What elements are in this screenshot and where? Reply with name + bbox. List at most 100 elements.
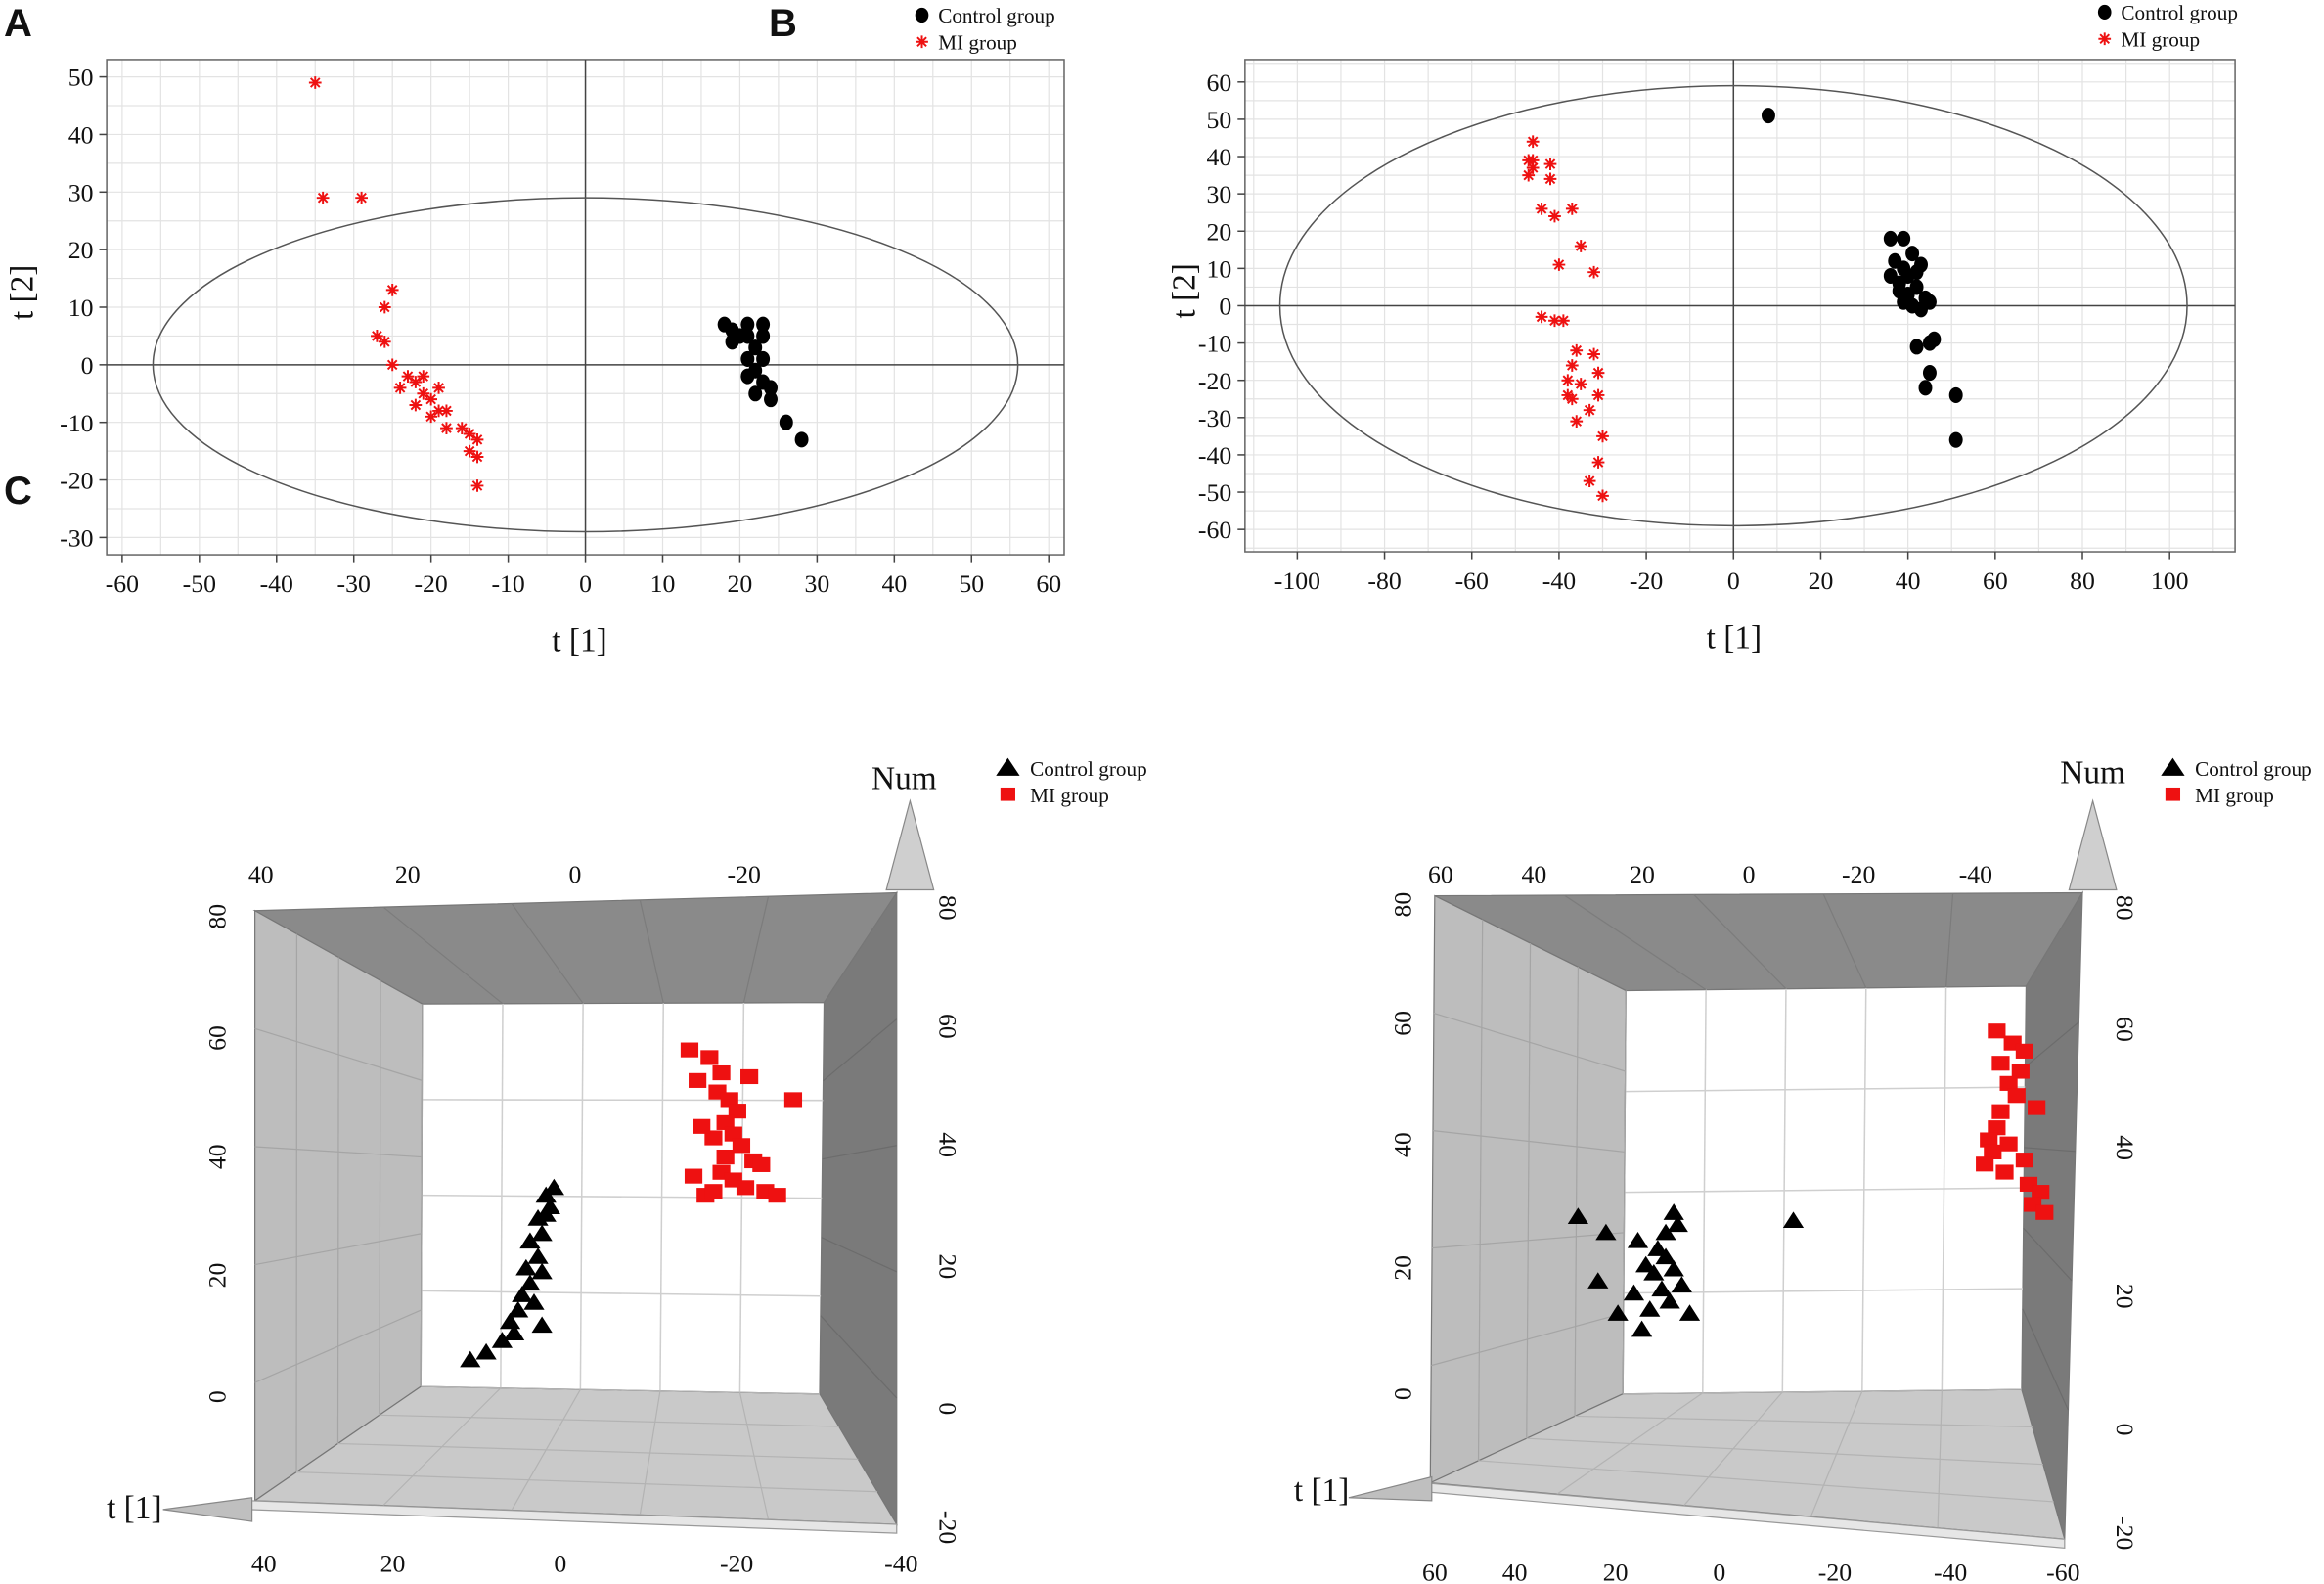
mi-point — [684, 1168, 703, 1184]
control-point — [1635, 1255, 1657, 1273]
control-point — [1905, 246, 1920, 262]
control-point — [756, 328, 771, 344]
mi-point — [700, 1050, 719, 1065]
mi-point — [1535, 203, 1548, 215]
x-tick-label: 30 — [804, 569, 829, 598]
top-face-grid — [1944, 893, 1954, 987]
back-grid-vertical — [738, 1002, 745, 1393]
mi-point — [425, 410, 438, 424]
right-face-grid — [2023, 1227, 2073, 1282]
mi-point — [1543, 158, 1557, 171]
bottom-tick-label: 40 — [251, 1550, 277, 1578]
scatter-3d-plot-d: 60 40 20 0 -20 -40 80 60 40 20 0 80 60 40 20 0 -20 60 40 20… — [1294, 754, 2312, 1584]
mi-point — [378, 335, 391, 348]
mi-point — [768, 1188, 786, 1203]
mi-point — [1565, 359, 1579, 372]
right-tick-label: 80 — [2111, 895, 2139, 921]
mi-point — [1570, 343, 1584, 357]
control-point — [1643, 1263, 1665, 1281]
y-tick-label: -30 — [60, 523, 93, 552]
mi-point — [720, 1092, 738, 1108]
back-grid-horizontal — [422, 1099, 824, 1102]
control-point — [1631, 1320, 1653, 1337]
legend-mi-marker — [2165, 787, 2181, 801]
panel-letter-c: C — [4, 470, 32, 513]
mi-point — [704, 1130, 723, 1146]
panel-letter-a: A — [4, 2, 32, 45]
top-tick-label: -20 — [728, 860, 761, 888]
mi-point — [425, 392, 438, 406]
left-tick-label: 60 — [202, 1025, 231, 1051]
legend-mi-marker — [1000, 787, 1015, 801]
right-tick-label: 20 — [2111, 1284, 2139, 1309]
mi-point — [693, 1118, 711, 1134]
back-grid-vertical — [1941, 986, 1947, 1391]
control-point — [1607, 1304, 1629, 1321]
back-grid-vertical — [659, 1003, 665, 1391]
control-point — [1623, 1284, 1645, 1301]
mi-point — [1526, 135, 1540, 149]
y-tick-label: 60 — [1206, 68, 1231, 97]
mi-point — [1561, 374, 1575, 387]
legend-control-marker — [996, 757, 1020, 776]
mi-point — [689, 1072, 707, 1088]
control-point — [725, 334, 739, 350]
control-point — [460, 1350, 481, 1368]
control-point — [1667, 1215, 1688, 1233]
mi-point — [2028, 1100, 2046, 1115]
control-point — [515, 1258, 537, 1276]
right-tick-label: 80 — [934, 895, 962, 921]
floor-grid — [1526, 1437, 2043, 1466]
control-point — [531, 1316, 553, 1334]
control-point — [779, 414, 793, 430]
mi-point — [440, 422, 453, 434]
back-grid-horizontal — [1624, 1187, 2025, 1194]
right-tick-label: -20 — [934, 1511, 962, 1544]
mi-point — [463, 428, 476, 440]
floor-grid — [379, 1414, 839, 1427]
mi-point — [355, 191, 368, 204]
x-tick-label: 20 — [728, 569, 753, 598]
x-tick-label: 40 — [881, 569, 907, 598]
y-tick-label: 0 — [1219, 293, 1231, 321]
x-tick-label: 50 — [959, 569, 984, 598]
y-tick-label: 20 — [1206, 217, 1231, 246]
control-point — [1883, 230, 1898, 247]
right-face-grid — [2024, 1147, 2076, 1153]
floor-grid — [738, 1392, 770, 1520]
floor-grid — [1937, 1390, 1943, 1528]
mi-point — [440, 404, 453, 418]
control-point — [491, 1332, 513, 1348]
control-point — [504, 1324, 525, 1340]
control-point — [794, 431, 809, 448]
control-point — [764, 380, 778, 396]
z-axis-label: Num — [2060, 754, 2125, 791]
mi-point — [409, 376, 423, 388]
left-face-grid — [336, 957, 339, 1444]
y-tick-label: -20 — [1198, 367, 1231, 395]
back-grid-vertical — [1861, 987, 1867, 1391]
left-tick-label: 80 — [1389, 892, 1417, 918]
mi-point — [1552, 258, 1566, 271]
bottom-tick-label: 20 — [380, 1550, 406, 1578]
left-face-grid — [1477, 919, 1484, 1461]
y-axis-label: t [2] — [4, 265, 40, 320]
mi-point — [1591, 456, 1605, 469]
scatter-plot-b: -100 -80 -60 -40 -20 0 20 40 60 80 100-60-50-40-30… — [1166, 1, 2238, 656]
scatter-plot-a: -60 -50 -40 -30 -20 -10 0 10 20 30 40 50 60 -30 -20 -10… — [4, 4, 1065, 659]
floor-grid — [1478, 1460, 2054, 1503]
bottom-tick-label: -40 — [884, 1550, 917, 1578]
right-tick-label: 0 — [2111, 1424, 2139, 1436]
right-face-grid — [2025, 1021, 2079, 1067]
control-point — [519, 1232, 541, 1249]
control-point — [1655, 1247, 1676, 1265]
control-point — [499, 1312, 521, 1330]
mi-point — [1976, 1156, 1994, 1172]
x-axis-label: t [1] — [1294, 1472, 1349, 1509]
x-axis-label: t [1] — [107, 1490, 161, 1526]
bottom-tick-label: 0 — [554, 1550, 566, 1578]
mi-point — [1596, 430, 1609, 443]
top-face-grid — [511, 903, 584, 1004]
top-tick-label: 0 — [569, 860, 582, 888]
mi-point — [740, 1068, 759, 1085]
